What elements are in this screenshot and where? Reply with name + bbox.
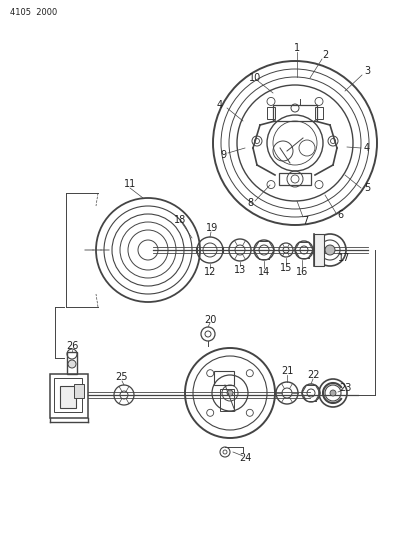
Bar (67, 352, 77, 374)
Text: 14: 14 (258, 267, 270, 277)
Bar (273, 105, 317, 121)
Text: 16: 16 (296, 267, 308, 277)
Text: 9: 9 (220, 150, 226, 160)
Text: 4: 4 (364, 143, 370, 153)
Bar (214, 371, 234, 385)
Text: 18: 18 (174, 215, 186, 225)
Text: 13: 13 (234, 265, 246, 275)
Text: 4105  2000: 4105 2000 (10, 8, 57, 17)
Text: 22: 22 (307, 370, 319, 380)
Bar (220, 389, 234, 411)
Text: 3: 3 (364, 66, 370, 76)
Bar (74, 384, 84, 398)
Bar (267, 107, 275, 119)
Text: 2: 2 (322, 50, 328, 60)
Text: 15: 15 (280, 263, 292, 273)
Bar (54, 378, 82, 412)
Text: 7: 7 (302, 216, 308, 226)
Text: 19: 19 (206, 223, 218, 233)
Text: 17: 17 (338, 253, 350, 263)
Text: 24: 24 (239, 453, 251, 463)
Text: 12: 12 (204, 267, 216, 277)
Bar (50, 374, 88, 418)
Text: 8: 8 (247, 198, 253, 208)
Text: 25: 25 (116, 372, 128, 382)
Circle shape (68, 360, 76, 368)
Circle shape (330, 390, 336, 396)
Text: 26: 26 (66, 341, 78, 351)
Text: 5: 5 (364, 183, 370, 193)
Bar (314, 234, 324, 266)
Text: 10: 10 (249, 73, 261, 83)
Text: 21: 21 (281, 366, 293, 376)
Text: 23: 23 (339, 383, 351, 393)
Bar (60, 386, 76, 408)
Text: 20: 20 (204, 315, 216, 325)
Text: 11: 11 (124, 179, 136, 189)
Bar (315, 107, 323, 119)
Text: 1: 1 (294, 43, 300, 53)
Circle shape (325, 245, 335, 255)
Text: 6: 6 (337, 210, 343, 220)
Text: 4: 4 (217, 100, 223, 110)
Bar (279, 173, 311, 185)
Circle shape (227, 390, 233, 396)
